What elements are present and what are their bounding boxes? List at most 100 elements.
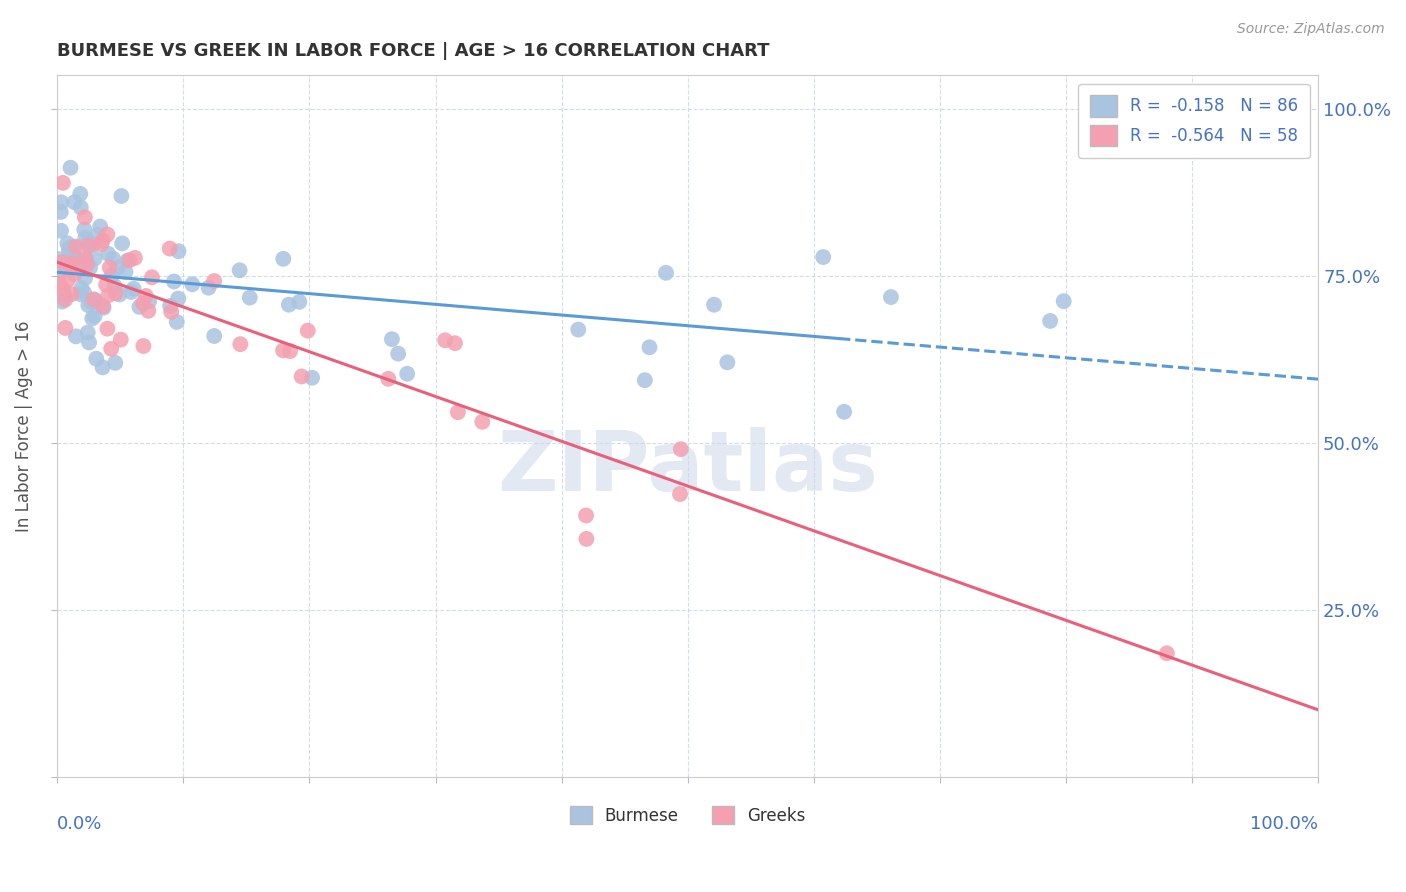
Point bbox=[291, 369, 314, 384]
Point bbox=[77, 238, 100, 252]
Point bbox=[832, 405, 855, 419]
Point bbox=[77, 298, 100, 312]
Point bbox=[70, 281, 93, 295]
Point bbox=[69, 201, 91, 215]
Point bbox=[80, 294, 103, 309]
Point bbox=[48, 268, 70, 283]
Point bbox=[96, 227, 118, 242]
Point bbox=[197, 281, 219, 295]
Point bbox=[83, 293, 105, 307]
Point bbox=[82, 311, 104, 326]
Point bbox=[239, 291, 262, 305]
Point bbox=[76, 257, 98, 271]
Point bbox=[73, 222, 96, 236]
Point bbox=[132, 339, 155, 353]
Point bbox=[63, 268, 86, 282]
Point bbox=[73, 271, 96, 285]
Point bbox=[638, 340, 661, 354]
Point bbox=[271, 252, 294, 266]
Point bbox=[117, 253, 139, 268]
Point bbox=[1053, 294, 1076, 309]
Point bbox=[73, 285, 96, 300]
Point bbox=[122, 282, 145, 296]
Point bbox=[104, 279, 127, 293]
Point bbox=[167, 244, 190, 259]
Point bbox=[67, 259, 90, 273]
Point bbox=[811, 250, 834, 264]
Point bbox=[98, 260, 121, 275]
Point bbox=[76, 326, 98, 340]
Point bbox=[101, 252, 124, 266]
Point bbox=[136, 303, 159, 318]
Point bbox=[434, 333, 457, 347]
Legend: Burmese, Greeks: Burmese, Greeks bbox=[564, 799, 813, 831]
Point bbox=[105, 260, 128, 275]
Point bbox=[63, 195, 86, 210]
Point bbox=[110, 189, 132, 203]
Text: BURMESE VS GREEK IN LABOR FORCE | AGE > 16 CORRELATION CHART: BURMESE VS GREEK IN LABOR FORCE | AGE > … bbox=[58, 42, 770, 60]
Point bbox=[703, 298, 725, 312]
Point bbox=[48, 252, 70, 266]
Point bbox=[271, 343, 294, 358]
Point bbox=[53, 293, 76, 307]
Point bbox=[51, 294, 73, 309]
Point bbox=[62, 247, 84, 261]
Point bbox=[114, 265, 136, 279]
Point bbox=[132, 296, 155, 310]
Point bbox=[83, 293, 105, 307]
Point bbox=[65, 239, 87, 253]
Point bbox=[69, 287, 91, 301]
Point bbox=[229, 337, 252, 351]
Point bbox=[167, 292, 190, 306]
Point bbox=[655, 266, 678, 280]
Point bbox=[159, 299, 181, 313]
Point bbox=[75, 252, 97, 267]
Point bbox=[60, 256, 83, 270]
Point bbox=[52, 176, 75, 190]
Point bbox=[83, 252, 105, 266]
Point bbox=[444, 336, 467, 351]
Point bbox=[76, 236, 98, 251]
Text: 100.0%: 100.0% bbox=[1250, 815, 1319, 833]
Point bbox=[56, 236, 79, 251]
Point bbox=[60, 259, 83, 273]
Point bbox=[1156, 646, 1178, 660]
Point bbox=[160, 305, 183, 319]
Point bbox=[159, 242, 181, 256]
Point bbox=[75, 251, 97, 265]
Point bbox=[75, 231, 97, 245]
Point bbox=[84, 351, 107, 366]
Point bbox=[669, 442, 692, 457]
Point bbox=[60, 287, 83, 301]
Point bbox=[91, 360, 114, 375]
Point bbox=[90, 237, 112, 252]
Point bbox=[381, 332, 404, 346]
Point bbox=[51, 255, 73, 269]
Point bbox=[634, 373, 657, 387]
Text: Source: ZipAtlas.com: Source: ZipAtlas.com bbox=[1237, 22, 1385, 37]
Point bbox=[65, 252, 87, 267]
Point bbox=[97, 288, 120, 302]
Point bbox=[880, 290, 903, 304]
Point bbox=[471, 415, 494, 429]
Point bbox=[396, 367, 419, 381]
Point bbox=[52, 282, 75, 296]
Point bbox=[77, 335, 100, 350]
Point bbox=[104, 356, 127, 370]
Point bbox=[65, 329, 87, 343]
Point bbox=[118, 253, 141, 268]
Point bbox=[111, 236, 134, 251]
Point bbox=[82, 237, 104, 252]
Point bbox=[138, 294, 160, 309]
Point bbox=[128, 300, 150, 314]
Point bbox=[567, 322, 589, 336]
Point bbox=[73, 211, 96, 225]
Point bbox=[575, 508, 598, 523]
Point bbox=[49, 261, 72, 276]
Point bbox=[669, 487, 692, 501]
Point bbox=[202, 274, 225, 288]
Point bbox=[59, 161, 82, 175]
Point bbox=[53, 288, 76, 302]
Point bbox=[716, 355, 738, 369]
Point bbox=[58, 244, 80, 258]
